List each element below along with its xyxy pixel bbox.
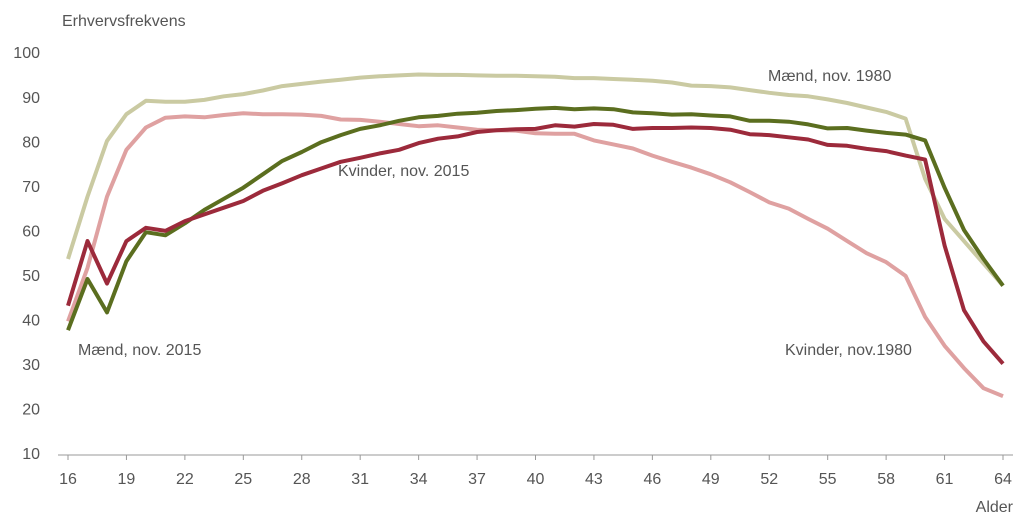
x-tick-label: 31 xyxy=(351,471,369,488)
y-tick-label: 60 xyxy=(22,223,40,240)
x-tick-label: 46 xyxy=(643,471,661,488)
y-tick-label: 100 xyxy=(13,45,40,62)
x-tick-label: 40 xyxy=(527,471,545,488)
y-axis-label: Erhvervsfrekvens xyxy=(62,13,186,30)
series-line xyxy=(66,122,1005,366)
x-tick-label: 58 xyxy=(877,471,895,488)
x-tick-label: 19 xyxy=(118,471,136,488)
x-tick-label: 49 xyxy=(702,471,720,488)
y-tick-label: 80 xyxy=(22,134,40,151)
series-label: Kvinder, nov. 2015 xyxy=(338,163,469,180)
x-tick-label: 43 xyxy=(585,471,603,488)
x-tick-label: 22 xyxy=(176,471,194,488)
y-tick-label: 20 xyxy=(22,402,40,419)
series-label: Mænd, nov. 2015 xyxy=(78,342,201,359)
x-tick-label: 61 xyxy=(936,471,954,488)
series-label: Mænd, nov. 1980 xyxy=(768,68,891,85)
x-tick-label: 52 xyxy=(760,471,778,488)
series-line xyxy=(66,111,1004,399)
series-line xyxy=(66,72,1005,288)
x-axis-label: Alder xyxy=(976,499,1014,516)
y-tick-label: 50 xyxy=(22,268,40,285)
x-tick-label: 16 xyxy=(59,471,77,488)
x-tick-label: 28 xyxy=(293,471,311,488)
x-tick-label: 25 xyxy=(234,471,252,488)
x-tick-label: 64 xyxy=(994,471,1012,488)
x-tick-label: 37 xyxy=(468,471,486,488)
y-tick-label: 70 xyxy=(22,179,40,196)
y-tick-label: 90 xyxy=(22,90,40,107)
y-tick-label: 40 xyxy=(22,313,40,330)
series-line xyxy=(66,105,1005,331)
y-tick-label: 30 xyxy=(22,357,40,374)
x-tick-label: 55 xyxy=(819,471,837,488)
series-label: Kvinder, nov.1980 xyxy=(785,342,912,359)
y-tick-label: 10 xyxy=(22,446,40,463)
x-tick-label: 34 xyxy=(410,471,428,488)
